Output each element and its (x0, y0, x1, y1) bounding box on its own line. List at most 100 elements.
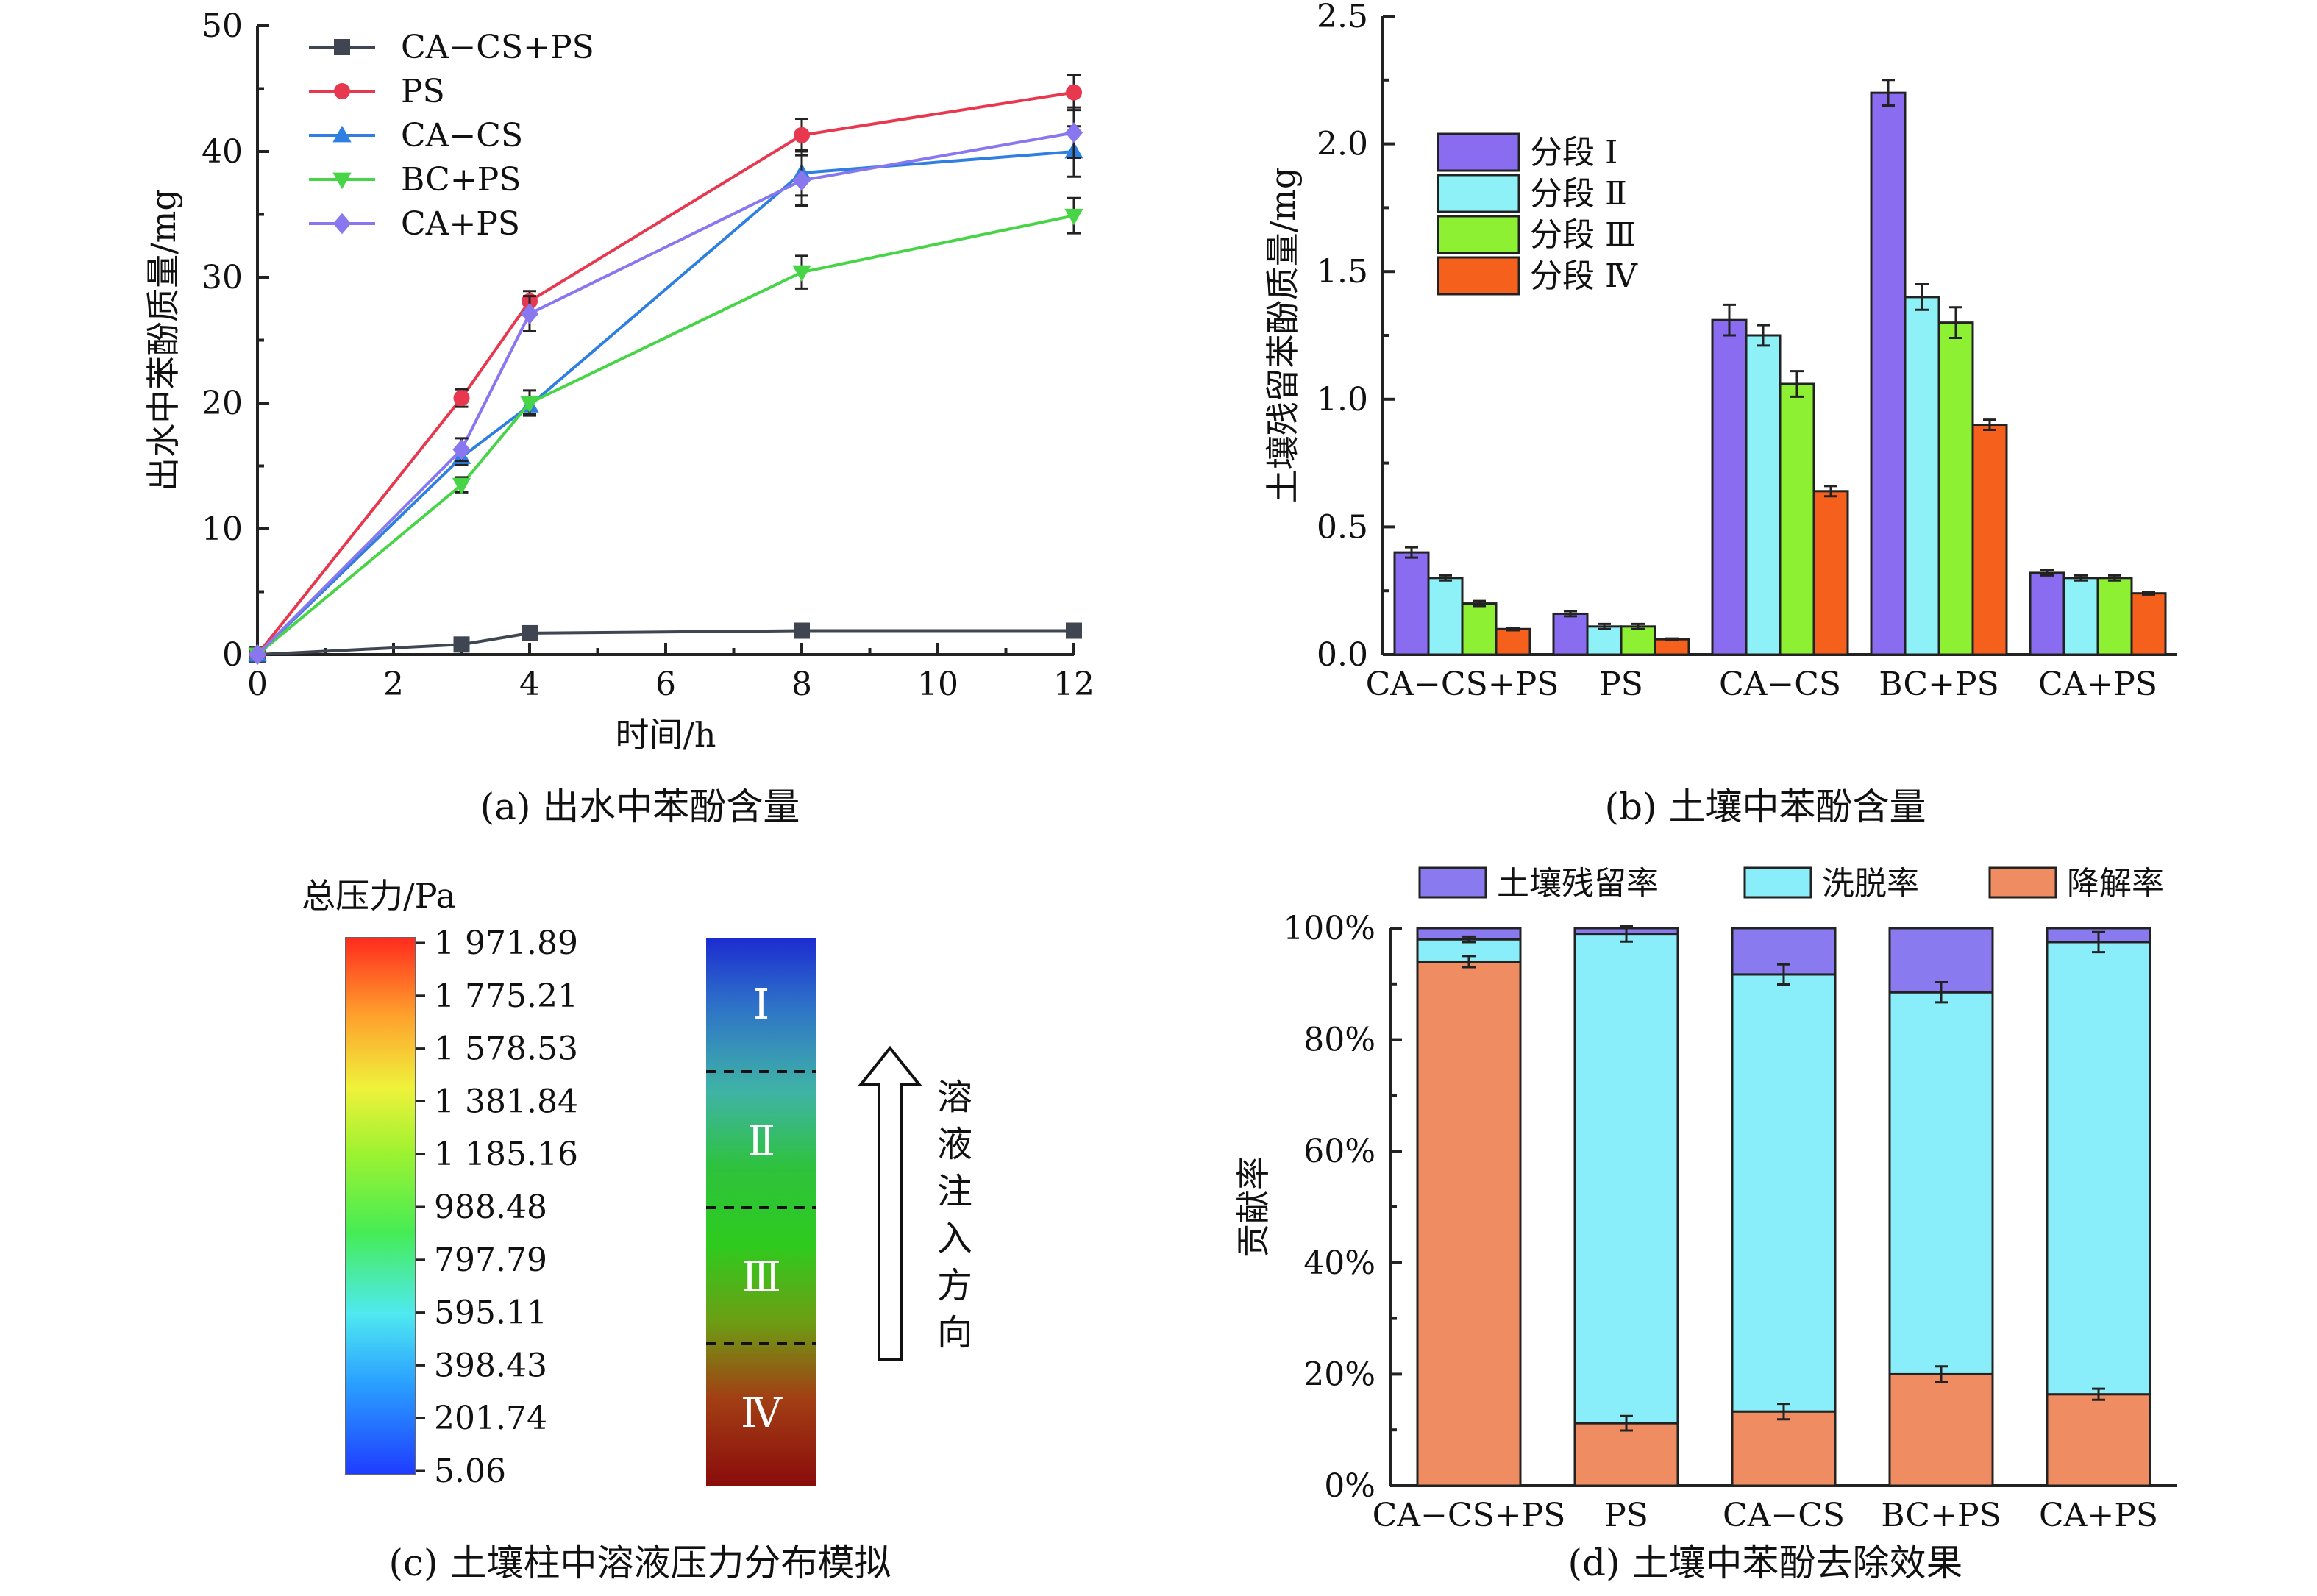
legend-label: 降解率 (2067, 865, 2164, 902)
soil-column (706, 938, 816, 1486)
marker-diamond (520, 303, 539, 324)
marker-square (794, 622, 810, 639)
bar (2096, 577, 2133, 656)
segment-label: Ⅱ (747, 1117, 775, 1165)
direction-char: 注 (937, 1171, 972, 1212)
x-tick-label: CA+PS (2038, 666, 2157, 703)
series-PS (249, 74, 1082, 663)
bar (2130, 592, 2167, 656)
marker-square (334, 39, 350, 55)
bar (1779, 382, 1815, 656)
x-tick-label: CA−CS (1723, 1497, 1845, 1534)
bar (1461, 602, 1498, 656)
x-tick-label: PS (1604, 1497, 1648, 1534)
marker-square (522, 624, 538, 641)
marker-square (1066, 622, 1082, 639)
segment-label: Ⅲ (741, 1253, 781, 1301)
y-axis-label: 土壤残留苯酚质量/mg (1263, 168, 1303, 504)
y-tick-label: 20% (1303, 1355, 1375, 1393)
marker-triangle-down (520, 396, 539, 413)
legend-swatch (1437, 174, 1520, 213)
x-tick-label: BC+PS (1881, 1497, 2001, 1534)
bar (1870, 91, 1907, 656)
marker-circle (1066, 84, 1082, 101)
x-tick-label: CA−CS+PS (1373, 1497, 1566, 1534)
y-axis-label: 出水中苯酚质量/mg (143, 189, 183, 491)
panel-b-bar-chart: 0.0 0.5 1.0 1.5 2.0 2.5 土壤残留苯酚质量/mg CA−CS+PS PS C… (1263, 0, 2177, 703)
bar (1812, 490, 1849, 656)
legend-label: PS (401, 73, 445, 110)
y-tick-label: 60% (1303, 1133, 1375, 1170)
legend-label: CA−CS (401, 117, 523, 154)
panel-d-caption: (d) 土壤中苯酚去除效果 (1568, 1542, 1963, 1584)
y-tick-label: 30 (202, 259, 243, 296)
x-tick-label: 2 (383, 666, 404, 703)
direction-char: 溶 (937, 1077, 972, 1118)
stacked-bar-segment (2046, 1393, 2152, 1487)
series-line (256, 131, 1075, 656)
x-tick-label: 4 (519, 666, 540, 703)
legend-swatch (1437, 256, 1520, 296)
y-tick-label: 40 (202, 133, 243, 171)
legend-label: 土壤残留率 (1497, 865, 1659, 902)
stacked-bar-segment (1888, 1372, 1994, 1487)
colorbar-tick-label: 797.79 (434, 1241, 547, 1279)
marker-circle (794, 127, 810, 143)
bar (1937, 321, 1974, 656)
legend-label: BC+PS (401, 161, 521, 199)
marker-diamond (1064, 122, 1083, 143)
colorbar-title: 总压力/Pa (302, 876, 456, 916)
panel-a-caption: (a) 出水中苯酚含量 (480, 785, 800, 828)
y-tick-label: 0.5 (1317, 508, 1368, 546)
legend-swatch (1437, 132, 1520, 172)
marker-diamond (332, 213, 352, 235)
x-tick-label: 10 (917, 666, 958, 703)
y-tick-label: 0.0 (1317, 636, 1368, 674)
x-tick-label: 8 (791, 666, 812, 703)
y-tick-label: 10 (202, 510, 243, 548)
y-tick-label: 0 (222, 636, 243, 674)
legend-swatch (1437, 215, 1520, 254)
colorbar-tick-label: 398.43 (434, 1347, 547, 1384)
series-line (256, 150, 1075, 656)
legend-swatch (1418, 866, 1487, 899)
direction-char: 向 (937, 1312, 972, 1353)
segment-label: Ⅳ (741, 1389, 783, 1437)
colorbar-tick-label: 1 185.16 (434, 1136, 578, 1173)
stacked-bar-segment (1888, 991, 1994, 1375)
y-tick-label: 20 (202, 385, 243, 422)
legend-swatch (1988, 866, 2057, 899)
series-BC+PS (248, 196, 1083, 665)
legend-label: 分段 Ⅲ (1530, 216, 1636, 254)
colorbar-tick-label: 201.74 (434, 1400, 547, 1437)
stacked-bar-segment (1573, 1422, 1679, 1487)
bar (1427, 577, 1464, 656)
legend-swatch (1743, 866, 1812, 899)
colorbar-tick-label: 5.06 (434, 1453, 506, 1490)
legend-label: 分段 Ⅳ (1530, 257, 1638, 295)
y-tick-label: 2.5 (1317, 0, 1368, 35)
stacked-bar-segment (1731, 973, 1837, 1413)
y-tick-label: 0% (1324, 1467, 1375, 1505)
x-axis-label: 时间/h (615, 715, 716, 755)
bar (1586, 625, 1623, 656)
bar (1654, 638, 1690, 656)
series-CA−CS+PS (249, 622, 1082, 663)
bar (1393, 551, 1430, 656)
legend-label: 分段 Ⅱ (1530, 175, 1627, 213)
panel-c-pressure-simulation: 总压力/Pa 1 971.89 1 775.21 1 578.53 1 381.84 1… (302, 876, 972, 1490)
panel-c-caption: (c) 土壤柱中溶液压力分布模拟 (389, 1542, 891, 1584)
x-tick-label: 6 (655, 666, 676, 703)
bar (2062, 577, 2099, 656)
colorbar-tick-label: 1 381.84 (434, 1083, 578, 1120)
marker-diamond (452, 438, 471, 460)
stacked-bar-segment (1416, 960, 1522, 1487)
stacked-bar-segment (1731, 1410, 1837, 1487)
panel-d-stacked-bar-chart: 0% 20% 40% 60% 80% 100% 贡献率 CA−CS+PS PS CA−CS BC+P… (1234, 865, 2177, 1534)
legend-label: CA−CS+PS (401, 29, 594, 66)
y-tick-label: 2.0 (1317, 126, 1368, 163)
flow-direction-arrow-icon (857, 1045, 923, 1361)
x-tick-label: CA−CS+PS (1366, 666, 1559, 703)
